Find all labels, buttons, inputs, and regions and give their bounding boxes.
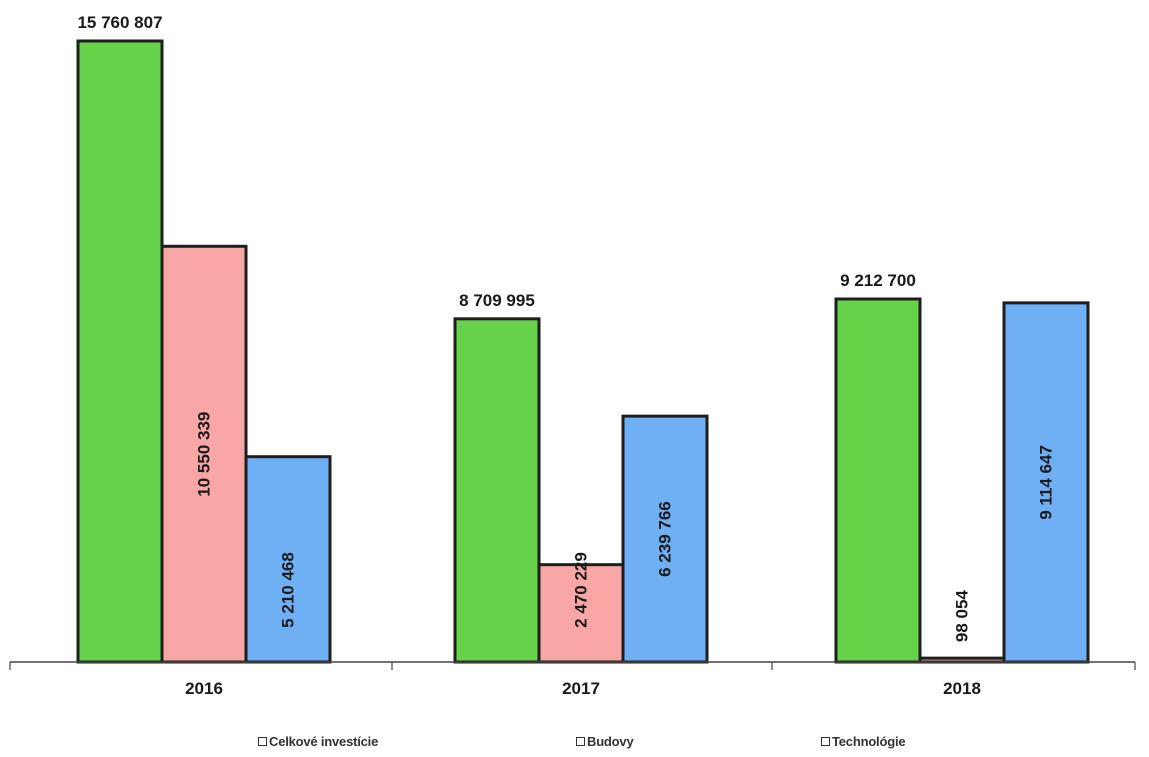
legend-swatch-icon — [258, 737, 267, 746]
bar-2016-0 — [76, 39, 164, 664]
data-label: 6 239 766 — [656, 501, 675, 577]
bar-2016-1 — [160, 244, 248, 664]
data-label: 8 709 995 — [459, 291, 535, 310]
legend-item-celkove-investicie: Celkové investície — [258, 734, 378, 749]
data-label: 98 054 — [953, 590, 972, 643]
data-label: 10 550 339 — [195, 412, 214, 497]
x-tick-label: 2016 — [185, 679, 223, 698]
legend-swatch-icon — [576, 737, 585, 746]
legend-item-technologie: Technológie — [821, 734, 906, 749]
legend-swatch-icon — [821, 737, 830, 746]
data-labels-layer: 15 760 807 10 550 339 5 210 468 2016 8 709 9… — [77, 13, 1055, 698]
data-label: 2 470 229 — [572, 552, 591, 628]
legend-label: Budovy — [587, 734, 634, 749]
data-label: 9 114 647 — [1037, 445, 1056, 520]
bars-layer — [76, 39, 1090, 664]
x-tick-label: 2017 — [562, 679, 600, 698]
data-label: 5 210 468 — [279, 552, 298, 628]
data-label: 9 212 700 — [840, 271, 916, 290]
bar-2017-2 — [621, 414, 709, 664]
legend-item-budovy: Budovy — [576, 734, 634, 749]
legend-label: Technológie — [832, 734, 906, 749]
legend-label: Celkové investície — [269, 734, 379, 749]
bar-2018-0 — [834, 297, 922, 664]
legend: Celkové investície Budovy Technológie — [0, 734, 1149, 754]
data-label: 15 760 807 — [77, 13, 162, 32]
bar-2017-0 — [453, 317, 541, 664]
x-axis — [9, 661, 1136, 670]
bar-2018-2 — [1002, 301, 1090, 664]
x-tick-label: 2018 — [943, 679, 981, 698]
